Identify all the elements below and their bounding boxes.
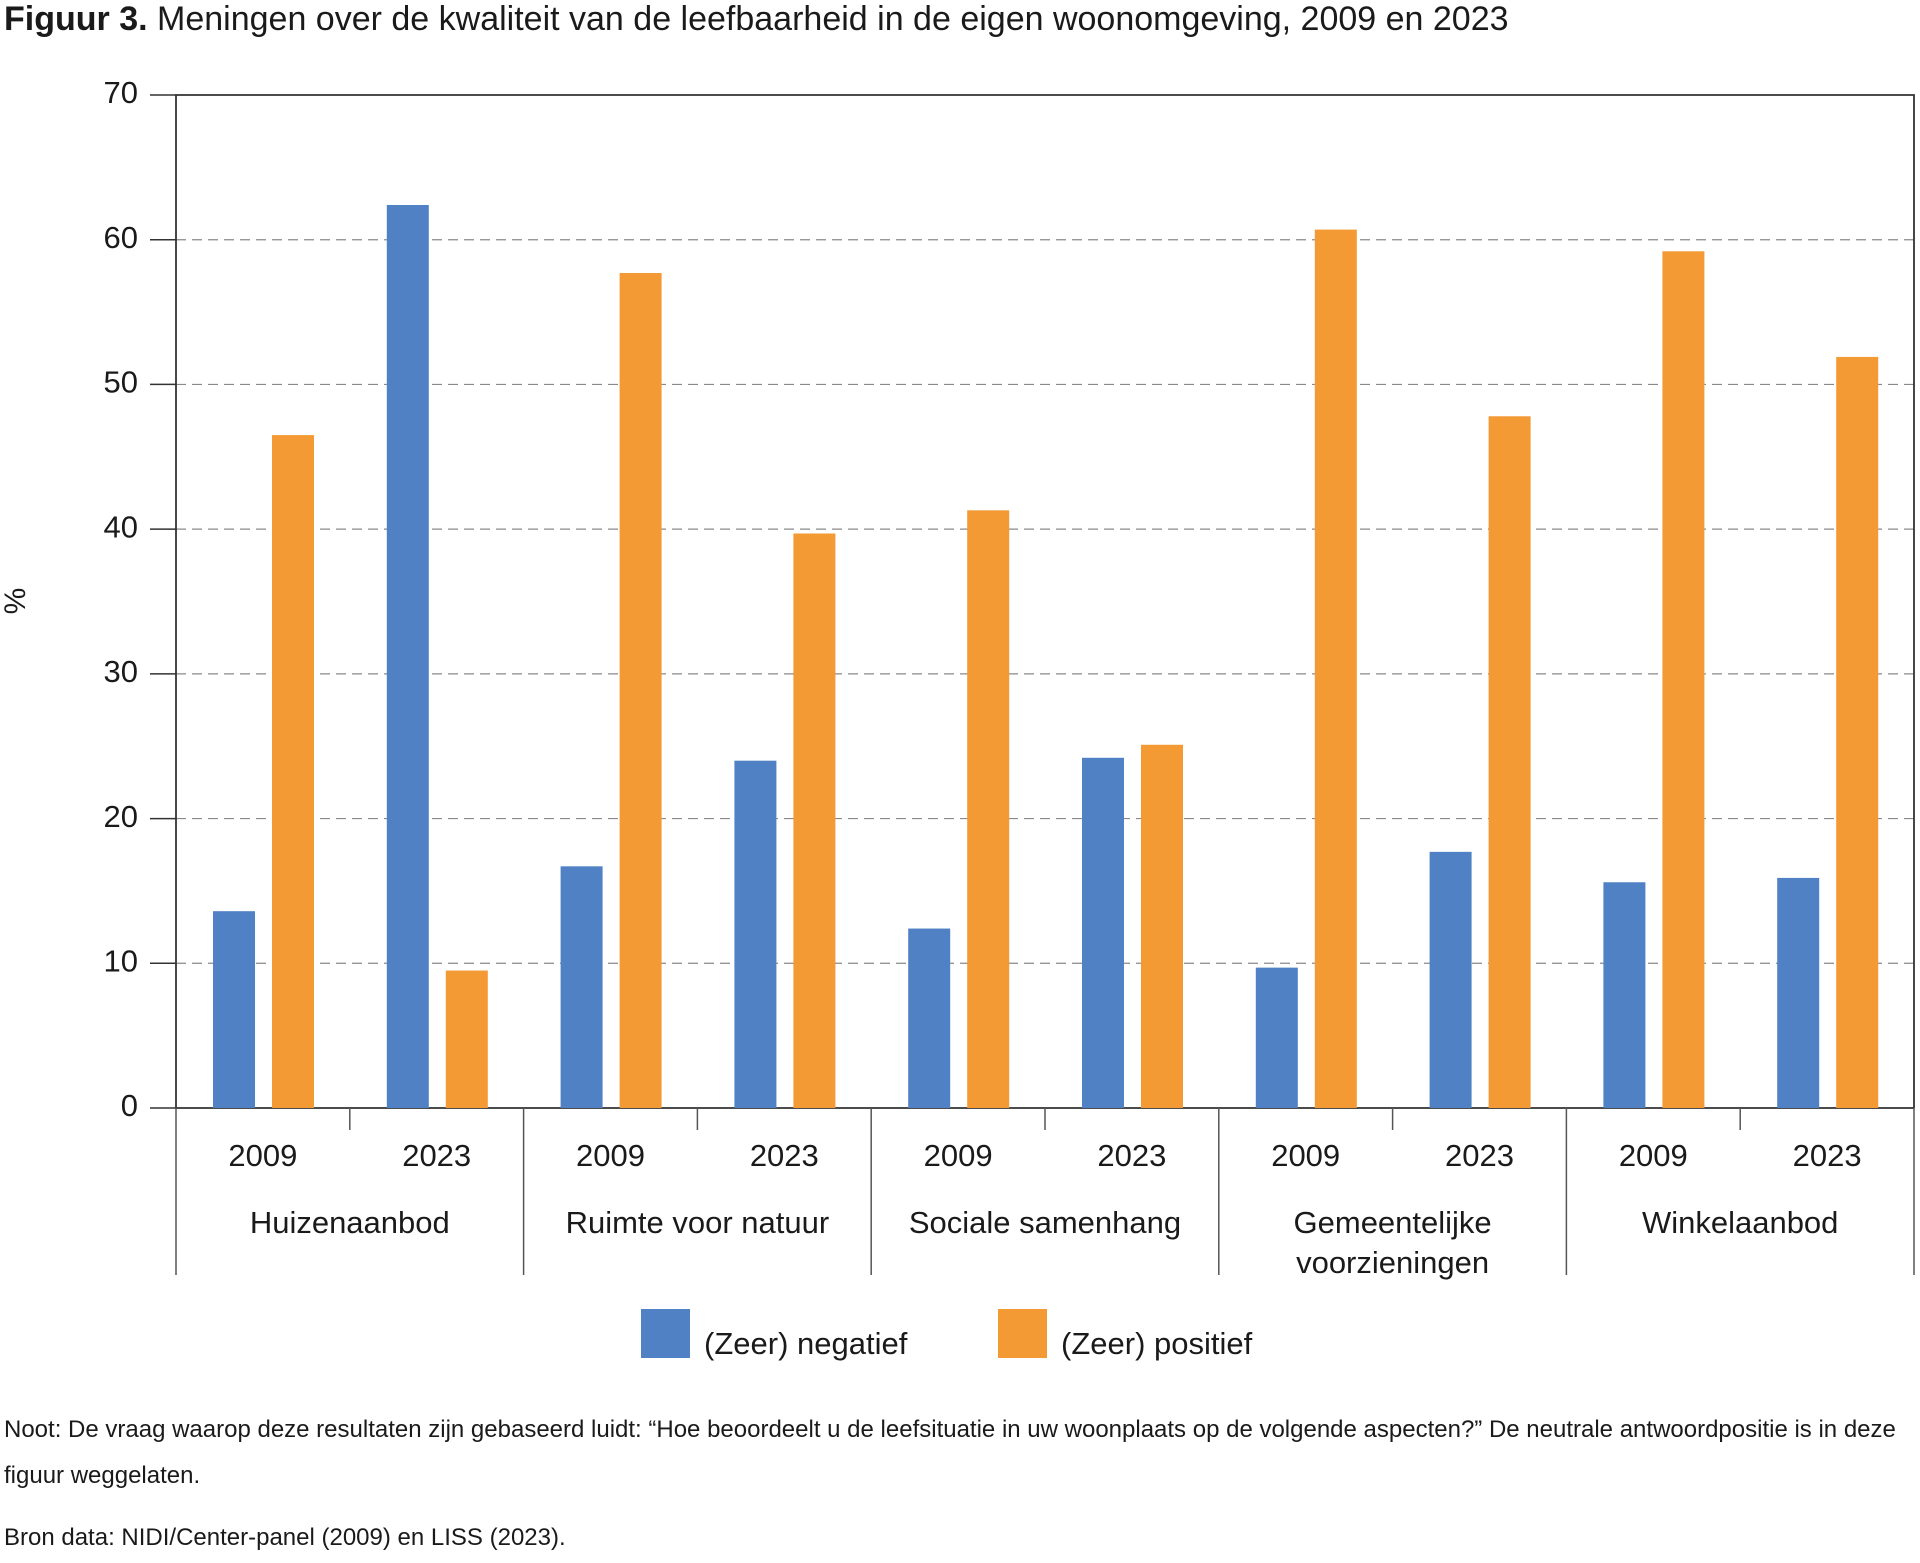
y-tick-label: 0 [121, 1088, 138, 1123]
group-label: Sociale samenhang [908, 1205, 1182, 1240]
plot-frame [175, 94, 1915, 1108]
group-label: Ruimte voor natuur [565, 1205, 830, 1240]
y-tick-label: 10 [104, 943, 138, 978]
x-tick-label: 2009 [1619, 1138, 1688, 1173]
chart-title: Figuur 3. Meningen over de kwaliteit van… [4, 0, 1509, 39]
bar [908, 928, 951, 1108]
y-tick-label: 50 [104, 365, 138, 400]
group-label: Huizenaanbod [249, 1205, 450, 1240]
x-tick-label: 2009 [228, 1138, 297, 1173]
bar [386, 204, 429, 1109]
bar [445, 970, 488, 1108]
title-text: Meningen over de kwaliteit van de leefba… [157, 0, 1509, 38]
source: Bron data: NIDI/Center-panel (2009) en L… [4, 1524, 566, 1551]
note: Noot: De vraag waarop deze resultaten zi… [4, 1416, 1896, 1489]
legend-label: (Zeer) positief [1061, 1326, 1253, 1361]
bar [619, 272, 662, 1109]
title-label: Figuur 3. [4, 0, 148, 38]
x-tick-label: 2023 [1793, 1138, 1862, 1173]
group-label: Winkelaanbod [1641, 1205, 1839, 1240]
x-tick-label: 2023 [1097, 1138, 1166, 1173]
y-tick-label: 70 [104, 75, 138, 110]
x-tick-label: 2009 [924, 1138, 993, 1173]
legend-swatch [641, 1309, 690, 1358]
bar [1141, 744, 1183, 1108]
bar [1488, 416, 1531, 1108]
bar [1082, 757, 1124, 1108]
y-axis-label: % [0, 588, 32, 615]
bar [1255, 967, 1298, 1108]
group-label: Gemeentelijke voorzieningen [1293, 1205, 1492, 1280]
x-tick-label: 2023 [1445, 1138, 1514, 1173]
y-tick-label: 30 [104, 654, 138, 689]
x-tick-label: 2023 [402, 1138, 471, 1173]
bar [1429, 851, 1472, 1108]
bar [272, 435, 314, 1108]
bar [1662, 251, 1705, 1108]
legend-swatch [998, 1309, 1047, 1358]
bar [1836, 356, 1879, 1108]
x-tick-label: 2009 [576, 1138, 645, 1173]
legend-label: (Zeer) negatief [704, 1326, 908, 1361]
y-tick-label: 20 [104, 799, 138, 834]
y-tick-label: 60 [104, 220, 138, 255]
x-tick-label: 2009 [1271, 1138, 1340, 1173]
bar [1777, 877, 1820, 1108]
x-tick-label: 2023 [750, 1138, 819, 1173]
bar [734, 760, 777, 1108]
bar [967, 510, 1010, 1109]
bar [1603, 882, 1646, 1108]
y-tick-label: 40 [104, 509, 138, 544]
bar [560, 866, 603, 1108]
bar [213, 911, 255, 1108]
bar [793, 533, 836, 1108]
bar [1314, 229, 1357, 1108]
